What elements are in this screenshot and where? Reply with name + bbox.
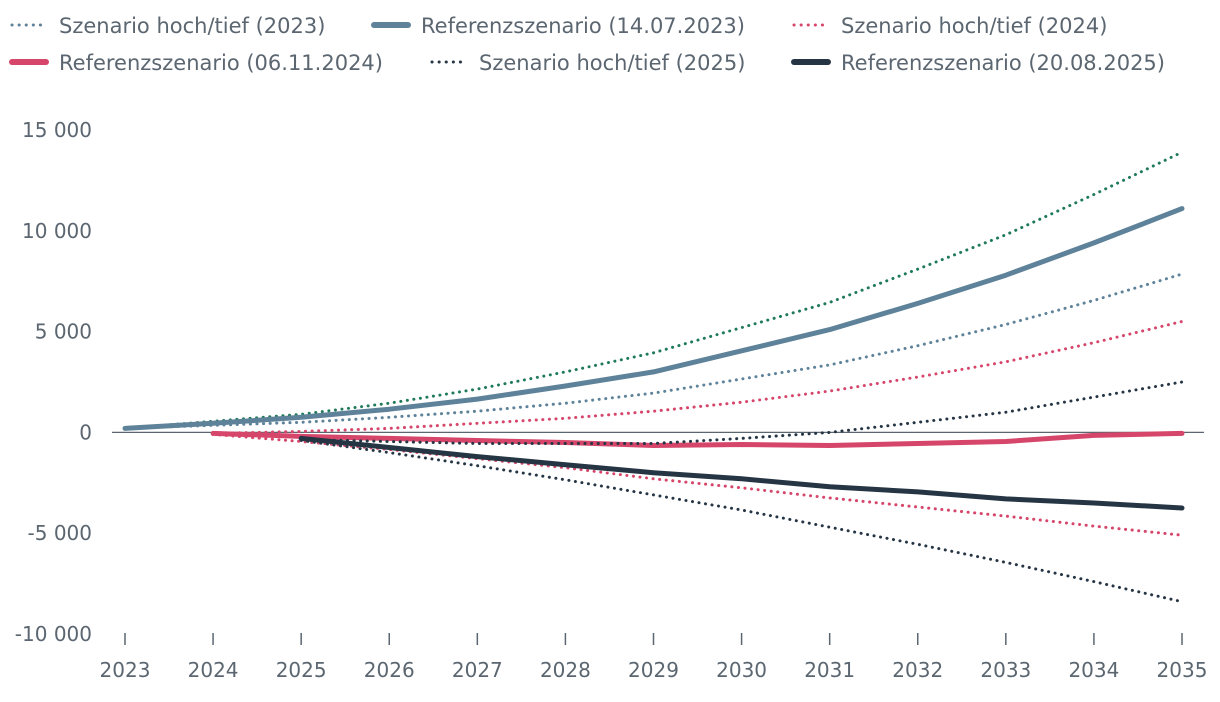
x-tick-label: 2031 — [804, 658, 855, 682]
x-tick-label: 2025 — [276, 658, 327, 682]
legend-label: Szenario hoch/tief (2025) — [479, 51, 745, 75]
x-tick-label: 2024 — [188, 658, 239, 682]
legend: Szenario hoch/tief (2023) Referenzszenari… — [9, 14, 1165, 75]
legend-label: Referenzszenario (06.11.2024) — [59, 51, 383, 75]
x-tick-label: 2026 — [364, 658, 415, 682]
legend-item-szenario-hoch-tief-2025: Szenario hoch/tief (2025) — [430, 51, 745, 75]
legend-item-referenzszenario-20-08-2025: Referenzszenario (20.08.2025) — [791, 51, 1165, 75]
series-referenzszenario-14-07-2023 — [122, 206, 1185, 431]
x-tick-label: 2028 — [540, 658, 591, 682]
x-tick-label: 2033 — [980, 658, 1031, 682]
y-tick-label: 15 000 — [22, 118, 92, 142]
legend-label: Szenario hoch/tief (2024) — [841, 14, 1107, 38]
y-tick-label: 0 — [79, 420, 92, 444]
legend-label: Referenzszenario (14.07.2023) — [421, 14, 745, 38]
y-axis: 15 000 10 000 5 000 0 -5 000 -10 000 — [15, 118, 1204, 646]
x-tick-label: 2027 — [452, 658, 503, 682]
series-szenario-hoch-2023 — [123, 150, 1184, 430]
y-tick-label: -5 000 — [28, 521, 92, 545]
series-group — [122, 150, 1185, 604]
x-tick-label: 2034 — [1068, 658, 1119, 682]
legend-item-referenzszenario-14-07-2023: Referenzszenario (14.07.2023) — [371, 14, 745, 38]
legend-item-szenario-hoch-tief-2023: Szenario hoch/tief (2023) — [10, 14, 325, 38]
legend-label: Szenario hoch/tief (2023) — [59, 14, 325, 38]
y-tick-label: 10 000 — [22, 219, 92, 243]
series-referenzszenario-20-08-2025 — [298, 435, 1185, 511]
legend-label: Referenzszenario (20.08.2025) — [841, 51, 1165, 75]
x-tick-label: 2030 — [716, 658, 767, 682]
series-szenario-tief-2023 — [123, 272, 1184, 430]
x-tick-label: 2035 — [1157, 658, 1208, 682]
x-tick-label: 2032 — [892, 658, 943, 682]
x-axis: 2023 2024 2025 2026 2027 2028 2029 2030 2031 2032… — [100, 633, 1208, 682]
series-referenzszenario-06-11-2024 — [210, 430, 1185, 448]
series-szenario-tief-2025 — [299, 439, 1184, 604]
x-tick-label: 2029 — [628, 658, 679, 682]
series-szenario-hoch-2024 — [211, 320, 1184, 435]
series-szenario-tief-2024 — [211, 432, 1184, 537]
y-tick-label: 5 000 — [35, 320, 92, 344]
series-szenario-hoch-2025 — [299, 380, 1184, 445]
y-tick-label: -10 000 — [15, 622, 92, 646]
legend-item-szenario-hoch-tief-2024: Szenario hoch/tief (2024) — [792, 14, 1107, 38]
x-tick-label: 2023 — [100, 658, 151, 682]
legend-item-referenzszenario-06-11-2024: Referenzszenario (06.11.2024) — [9, 51, 383, 75]
